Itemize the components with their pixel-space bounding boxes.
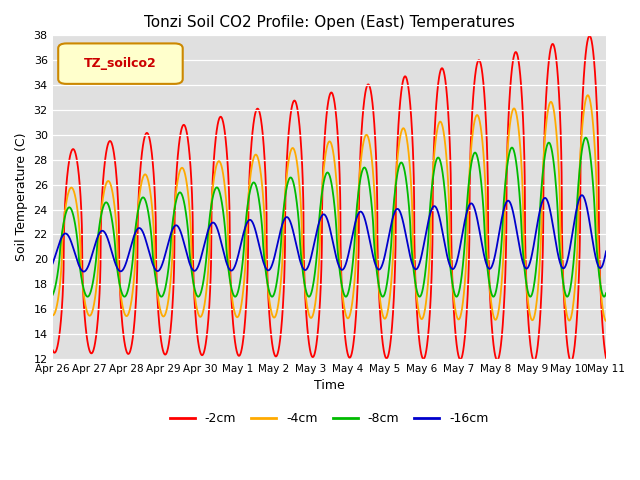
FancyBboxPatch shape [58, 43, 182, 84]
X-axis label: Time: Time [314, 379, 345, 392]
Y-axis label: Soil Temperature (C): Soil Temperature (C) [15, 133, 28, 262]
Title: Tonzi Soil CO2 Profile: Open (East) Temperatures: Tonzi Soil CO2 Profile: Open (East) Temp… [144, 15, 515, 30]
Text: TZ_soilco2: TZ_soilco2 [84, 57, 157, 70]
Legend: -2cm, -4cm, -8cm, -16cm: -2cm, -4cm, -8cm, -16cm [165, 407, 494, 430]
